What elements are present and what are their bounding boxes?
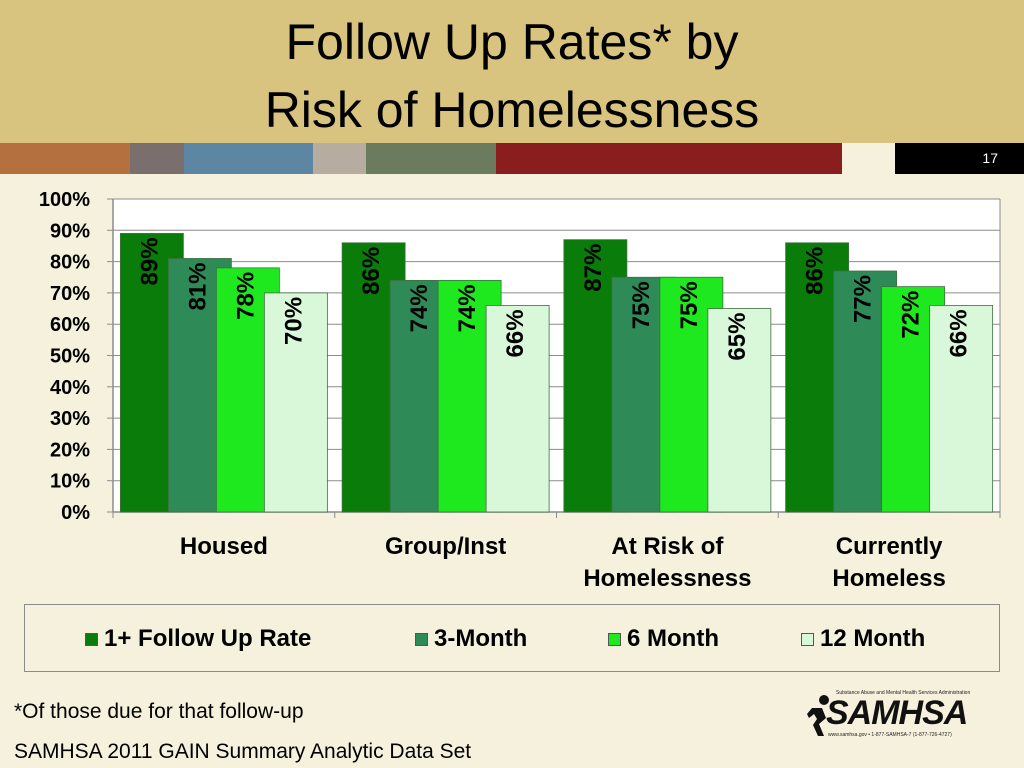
samhsa-logo: Substance Abuse and Mental Health Servic… <box>806 688 980 740</box>
legend-item-follow-up-rate: 1+ Follow Up Rate <box>85 625 312 652</box>
y-tick-label: 40% <box>50 377 90 399</box>
legend-swatch <box>801 632 814 646</box>
title-banner: Follow Up Rates* by Risk of Homelessness <box>0 0 1024 143</box>
bar <box>929 305 994 513</box>
legend-swatch <box>85 632 98 646</box>
logo-contact: www.samhsa.gov • 1-877-SAMHSA-7 (1-877-7… <box>828 732 952 738</box>
data-label: 75% <box>628 281 655 329</box>
legend-label: 12 Month <box>820 625 926 652</box>
legend-swatch <box>415 632 428 646</box>
data-label: 74% <box>454 284 481 332</box>
bar <box>485 305 550 513</box>
data-label: 66% <box>502 309 529 357</box>
slide-title-line-2: Risk of Homelessness <box>264 82 760 138</box>
y-tick-label: 100% <box>39 189 90 211</box>
y-tick-label: 60% <box>50 314 90 336</box>
y-tick-label: 80% <box>50 252 90 274</box>
data-label: 65% <box>724 313 751 361</box>
x-category-label: At Risk of <box>611 533 724 560</box>
legend-label: 3-Month <box>434 625 528 652</box>
data-label: 81% <box>184 262 211 310</box>
data-label: 70% <box>280 297 307 345</box>
y-tick-label: 70% <box>50 283 90 305</box>
data-label: 72% <box>898 291 925 339</box>
y-tick-label: 10% <box>50 471 90 493</box>
legend-item-12-month: 12 Month <box>801 625 926 652</box>
stripe-segment <box>313 143 366 174</box>
y-tick-label: 50% <box>50 346 90 368</box>
x-category-label: Housed <box>180 533 268 560</box>
logo-wordmark: SAMHSA <box>826 694 968 732</box>
data-label: 78% <box>232 272 259 320</box>
legend-label: 1+ Follow Up Rate <box>104 625 312 652</box>
data-label: 75% <box>676 281 703 329</box>
stripe-segment <box>130 143 184 174</box>
stripe-segment <box>0 143 130 174</box>
bar-chart: 0% 10% 20% 30% 40% 50% 60% 70% 80% 90% 100% Housed 8… <box>39 189 1001 592</box>
data-label: 87% <box>580 244 607 292</box>
footnote: *Of those due for that follow-up <box>14 700 304 723</box>
logo-tagline: Substance Abuse and Mental Health Servic… <box>836 690 971 696</box>
stripe-segment <box>496 143 842 174</box>
data-label: 89% <box>136 237 163 285</box>
data-label: 86% <box>802 247 829 295</box>
legend-label: 6 Month <box>627 625 719 652</box>
page-number: 17 <box>895 143 1024 174</box>
bar <box>263 292 328 513</box>
legend-item-6-month: 6 Month <box>608 625 719 652</box>
data-source: SAMHSA 2011 GAIN Summary Analytic Data S… <box>14 740 472 763</box>
x-category-label: Group/Inst <box>385 533 506 560</box>
stripe-segment <box>366 143 496 174</box>
legend-item-3-month: 3-Month <box>415 625 528 652</box>
data-label: 74% <box>406 284 433 332</box>
x-category-label: Currently <box>836 533 943 560</box>
x-category-label: Homelessness <box>583 565 751 592</box>
bar <box>707 308 772 513</box>
slide-title-line-1: Follow Up Rates* by <box>285 14 739 70</box>
running-figure-icon <box>807 695 829 736</box>
x-category-label: Homeless <box>832 565 945 592</box>
data-label: 77% <box>850 275 877 323</box>
data-label: 66% <box>946 309 973 357</box>
y-tick-label: 30% <box>50 408 90 430</box>
y-tick-label: 90% <box>50 220 90 242</box>
y-tick-label: 0% <box>61 502 90 524</box>
chart-legend: 1+ Follow Up Rate 3-Month 6 Month 12 Mon… <box>24 604 1000 672</box>
y-tick-label: 20% <box>50 439 90 461</box>
stripe-segment <box>184 143 313 174</box>
data-label: 86% <box>358 247 385 295</box>
legend-swatch <box>608 632 621 646</box>
